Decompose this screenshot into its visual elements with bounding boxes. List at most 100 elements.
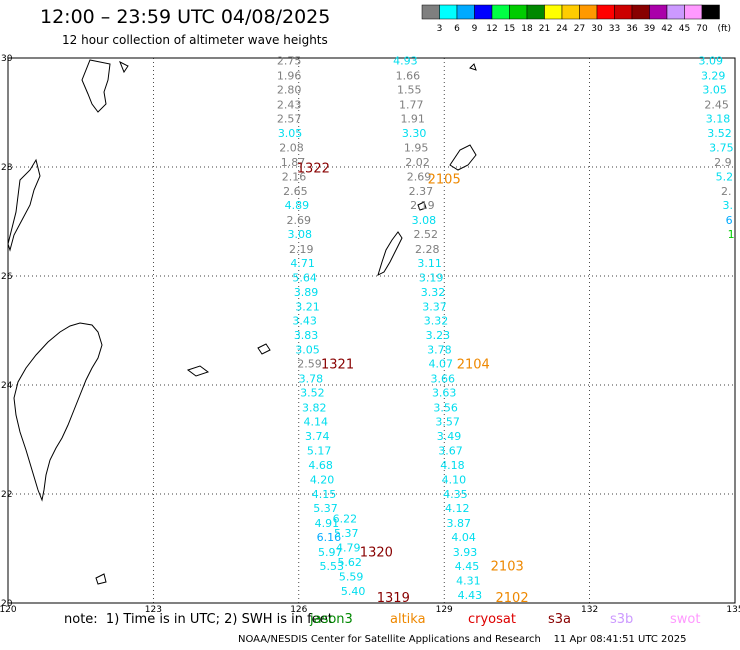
lon-tick-label: 123 (145, 605, 162, 615)
mission-legend-item: swot (670, 612, 701, 627)
wave-height-value: 1.95 (404, 141, 429, 154)
wave-height-value: 5.64 (292, 272, 317, 285)
wave-height-value: 3.89 (294, 286, 319, 299)
pass-number-labels: 1322 1321 1320 1319 2105 2104 2103 2102 (297, 161, 529, 606)
wave-height-value: 4.43 (458, 589, 483, 602)
wave-height-value: 5.97 (318, 546, 343, 559)
colorbar-tick-label: 27 (574, 24, 585, 34)
wave-height-value: 3.08 (412, 214, 437, 227)
wave-height-value: 2.08 (279, 141, 304, 154)
lat-lon-grid (7, 57, 736, 604)
wave-height-value: 3.05 (295, 344, 320, 357)
pass-number-label: 2104 (457, 358, 490, 373)
wave-height-colorbar: 3 6 9 12 15 18 21 24 27 30 33 36 39 42 45 70 (ft) (421, 4, 732, 34)
colorbar-tick-label: 36 (626, 24, 638, 34)
wave-height-value: 3.32 (424, 315, 449, 328)
wave-height-value: 5.53 (320, 560, 345, 573)
colorbar-tick-label: 3 (437, 24, 443, 34)
wave-height-value: 2.65 (283, 185, 308, 198)
wave-height-value: 3.49 (437, 430, 462, 443)
wave-height-value: 2.43 (277, 98, 302, 111)
wave-height-value: 3.63 (432, 387, 457, 400)
wave-height-value: 4.31 (456, 575, 481, 588)
lat-tick-label: 28 (1, 163, 13, 173)
pass-number-label: 1321 (321, 358, 354, 373)
wave-height-value: 2. (721, 185, 732, 198)
colorbar-tick-label: 30 (591, 24, 603, 34)
pass-number-label: 1320 (360, 546, 393, 561)
pass-number-label: 1322 (297, 161, 330, 176)
mission-legend-item: cryosat (468, 612, 516, 627)
colorbar-tick-label: 12 (486, 24, 497, 34)
wave-height-value: 3. (722, 199, 733, 212)
wave-height-value: 2.69 (287, 214, 312, 227)
colorbar-tick-label: 42 (661, 24, 672, 34)
small-island (469, 63, 477, 71)
wave-height-value: 2.75 (277, 55, 302, 68)
colorbar-tick-label: 21 (539, 24, 550, 34)
wave-height-value: 4.93 (393, 55, 418, 68)
axis-tick-labels: 120 123 126 129 132 135 30 28 26 24 22 20 (0, 54, 740, 615)
wave-height-value: 3.57 (435, 416, 460, 429)
wave-height-value: 3.37 (422, 301, 447, 314)
lat-tick-label: 26 (1, 272, 13, 282)
wave-height-value: 3.78 (299, 372, 324, 385)
amami-island (449, 144, 477, 171)
miyako-island (257, 343, 271, 355)
okinawa-island (377, 231, 403, 276)
wave-height-value: 4.45 (455, 560, 480, 573)
wave-height-value: 3.52 (300, 387, 325, 400)
map-subtitle: 12 hour collection of altimeter wave hei… (62, 33, 328, 47)
wave-height-value: 5.37 (334, 527, 359, 540)
credit-line: NOAA/NESDIS Center for Satellite Applica… (238, 634, 687, 645)
colorbar-tick-label: 18 (521, 24, 533, 34)
lat-tick-label: 22 (1, 490, 12, 500)
wave-height-values: 2.751.962.802.432.573.052.081.872.162.65… (277, 55, 735, 602)
colorbar-tick-label: 70 (696, 24, 708, 34)
wave-height-value: 3.09 (699, 55, 724, 68)
wave-height-value: 6.16 (317, 531, 342, 544)
colorbar-tick-label: 24 (556, 24, 568, 34)
wave-height-value: 3.08 (288, 228, 313, 241)
pass-number-label: 2105 (428, 172, 461, 187)
wave-height-value: 3.18 (706, 112, 731, 125)
colorbar-unit: (ft) (718, 24, 732, 34)
wave-height-value: 3.83 (294, 329, 319, 342)
wave-height-value: 3.30 (402, 127, 427, 140)
colorbar-swatch (701, 4, 720, 20)
japan-kyushu-coast (81, 59, 129, 113)
wave-height-value: 3.74 (305, 430, 330, 443)
map-frame (7, 57, 736, 604)
wave-height-value: 3.56 (433, 401, 458, 414)
wave-height-value: 4.15 (312, 488, 337, 501)
lon-tick-label: 126 (290, 605, 307, 615)
colorbar-tick-label: 45 (679, 24, 690, 34)
wave-height-value: 2.16 (282, 170, 307, 183)
wave-height-value: 3.05 (702, 84, 727, 97)
wave-height-value: 2.45 (704, 98, 729, 111)
wave-height-value: 2.9 (714, 156, 732, 169)
lon-tick-label: 120 (0, 605, 17, 615)
wave-height-value: 4.68 (308, 459, 333, 472)
wave-height-value: 3.78 (427, 344, 452, 357)
wave-height-value: 3.75 (709, 141, 734, 154)
colorbar-tick-label: 33 (609, 24, 620, 34)
wave-height-value: 1.55 (397, 84, 422, 97)
wave-height-value: 4.91 (315, 517, 340, 530)
wave-height-value: 4.89 (285, 199, 310, 212)
wave-height-value: 5.59 (339, 570, 364, 583)
wave-height-value: 3.43 (292, 315, 317, 328)
wave-height-value: 2.19 (410, 199, 435, 212)
wave-height-value: 1.87 (281, 156, 306, 169)
wave-height-value: 4.12 (445, 502, 470, 515)
wave-height-value: 3.52 (707, 127, 732, 140)
wave-height-value: 2.69 (407, 170, 432, 183)
wave-height-value: 4.04 (451, 531, 476, 544)
wave-height-value: 2.19 (289, 243, 314, 256)
wave-height-value: 4.07 (429, 358, 454, 371)
wave-height-value: 3.87 (446, 517, 471, 530)
coastline-layer (7, 59, 477, 585)
wave-height-value: 1.66 (396, 69, 421, 82)
wave-height-value: 4.18 (440, 459, 465, 472)
